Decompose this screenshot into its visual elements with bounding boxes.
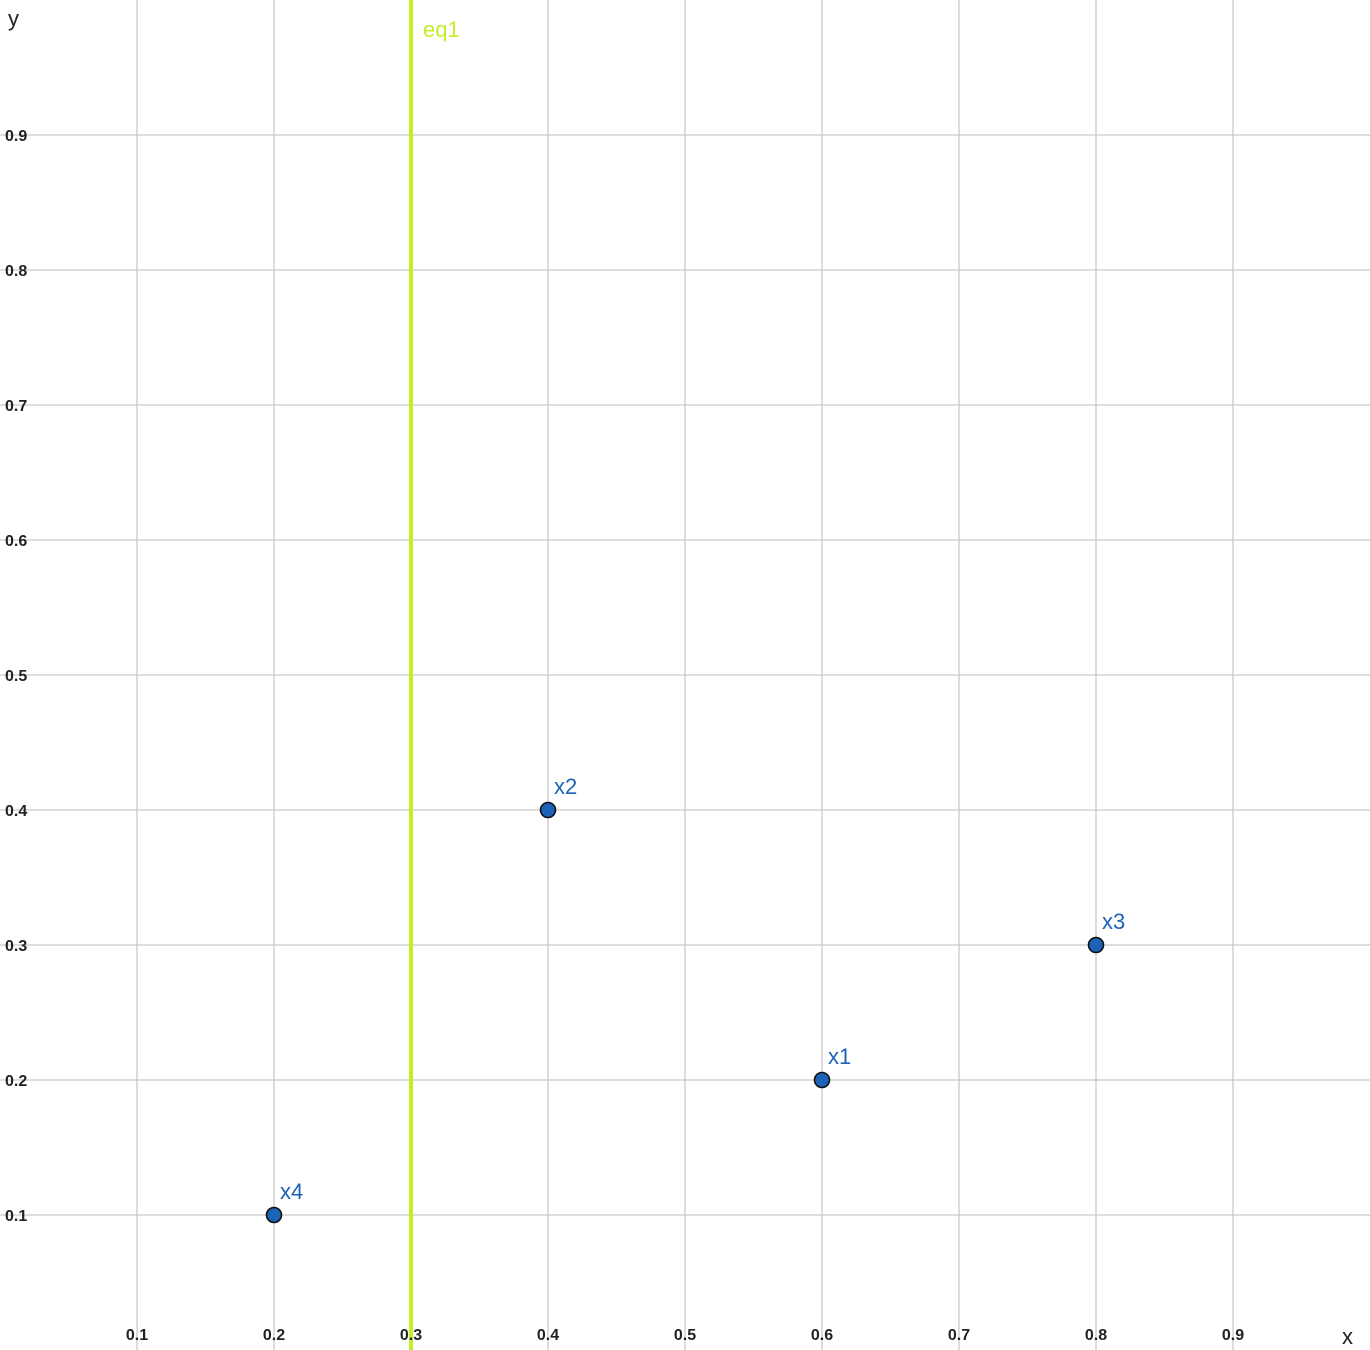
- labels: y x 0.1 0.2 0.3 0.4 0.5 0.6 0.7 0.8 0.9 0.1 0.2 0.3…: [5, 6, 1353, 1349]
- x-tick-label: 0.8: [1085, 1327, 1107, 1344]
- x-tick-label: 0.4: [537, 1327, 559, 1344]
- y-tick-label: 0.2: [5, 1073, 27, 1090]
- y-tick-label: 0.3: [5, 938, 27, 955]
- point-label: x1: [828, 1044, 851, 1069]
- line-label: eq1: [423, 17, 460, 42]
- x-tick-label: 0.6: [811, 1327, 833, 1344]
- point: [539, 801, 557, 819]
- point: [813, 1071, 831, 1089]
- x-tick-label: 0.2: [263, 1327, 285, 1344]
- x-tick-label: 0.9: [1222, 1327, 1244, 1344]
- y-tick-label: 0.1: [5, 1208, 27, 1225]
- point: [1087, 936, 1105, 954]
- point: [265, 1206, 283, 1224]
- x-tick-label: 0.5: [674, 1327, 696, 1344]
- x-axis-label: x: [1342, 1324, 1353, 1349]
- points: [265, 801, 1105, 1224]
- y-tick-label: 0.5: [5, 668, 27, 685]
- x-tick-label: 0.7: [948, 1327, 970, 1344]
- y-tick-label: 0.7: [5, 398, 27, 415]
- x-tick-label: 0.1: [126, 1327, 148, 1344]
- point-label: x4: [280, 1179, 303, 1204]
- point-label: x2: [554, 774, 577, 799]
- y-tick-label: 0.9: [5, 128, 27, 145]
- y-tick-label: 0.8: [5, 263, 27, 280]
- x-tick-label: 0.3: [400, 1327, 422, 1344]
- y-tick-label: 0.4: [5, 803, 27, 820]
- y-axis-label: y: [8, 6, 19, 31]
- point-label: x3: [1102, 909, 1125, 934]
- y-tick-label: 0.6: [5, 533, 27, 550]
